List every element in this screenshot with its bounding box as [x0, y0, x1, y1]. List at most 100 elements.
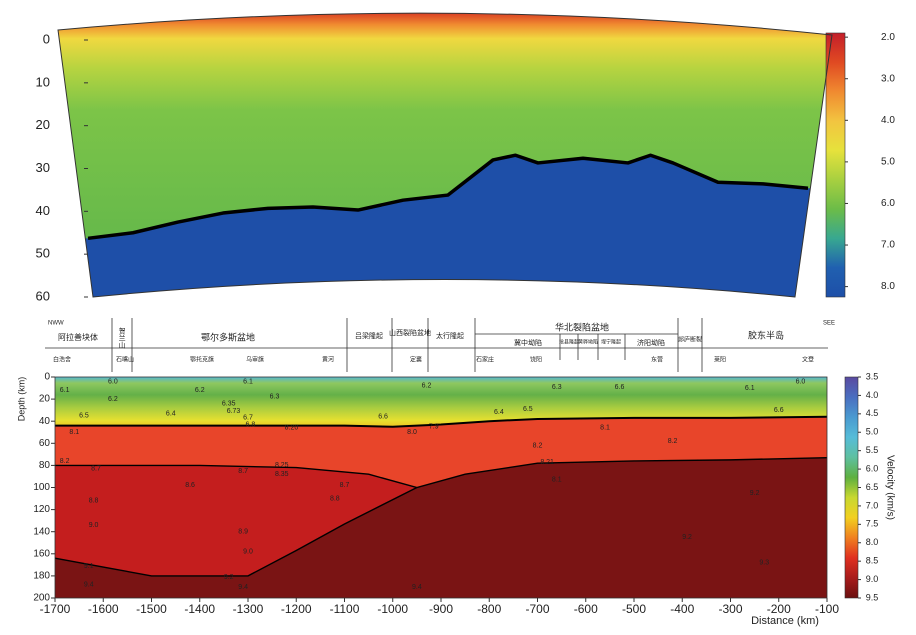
x-tick-label: -100 [815, 602, 839, 616]
contour-label: 6.0 [108, 378, 118, 385]
contour-label: 6.2 [422, 383, 432, 390]
x-tick-label: -1600 [88, 602, 119, 616]
contour-label: 8.2 [668, 438, 678, 445]
unit: 山西裂陷盆地 [389, 328, 431, 337]
moho-line [87, 153, 809, 241]
x-tick-label: -800 [477, 602, 501, 616]
colorbar-tick-label: 7.0 [866, 500, 879, 510]
colorbar-tick-label: 5.0 [866, 427, 879, 437]
station: 石嘴山 [116, 356, 134, 364]
station: 石家庄 [476, 356, 494, 364]
colorbar-tick-label: 2.0 [881, 32, 895, 43]
y-tick-label: 20 [39, 394, 51, 405]
unit: 胶东半岛 [748, 329, 784, 340]
x-tick-label: -600 [574, 602, 598, 616]
unit: 贺兰山 [118, 327, 126, 350]
boundary-line [55, 456, 827, 489]
contour-label: 6.7 [243, 415, 253, 422]
colorbar-tick-label: 4.0 [881, 115, 895, 126]
contour-label: 8.8 [89, 498, 99, 505]
x-tick-label: -1300 [233, 602, 264, 616]
contour-label: 8.25 [275, 462, 289, 469]
unit: 鄂尔多斯盆地 [201, 331, 255, 342]
unit-separators [111, 318, 703, 372]
y-tick-label: 200 [33, 593, 50, 604]
crust-fill [55, 377, 827, 427]
boundary-line [55, 415, 827, 428]
x-axis-title: Distance (km) [751, 615, 819, 627]
contour-label: 6.6 [774, 407, 784, 414]
y-tick-label: 0 [43, 31, 50, 46]
colorbar-tick-label: 8.0 [866, 537, 879, 547]
contour-label: 9.2 [750, 490, 760, 497]
contour-label: 8.0 [407, 429, 417, 436]
contour-label: 9.0 [89, 522, 99, 529]
contour-label: 9.2 [682, 534, 692, 541]
colorbar-tick-label: 9.0 [866, 574, 879, 584]
colorbar-tick-label: 6.0 [881, 198, 895, 209]
contour-label: 8.8 [330, 495, 340, 502]
colorbar-tick-label: 4.0 [866, 390, 879, 400]
station: 饶阳 [530, 356, 542, 364]
unit: 黄骅坳陷 [578, 338, 598, 345]
station: 鄂托克旗 [190, 356, 214, 364]
contour-label: 6.5 [523, 406, 533, 413]
y-axis-title: Depth (km) [16, 377, 26, 422]
y-tick-label: 10 [36, 74, 50, 89]
unit: 郯庐断裂 [678, 336, 702, 344]
contour-label: 6.6 [378, 414, 388, 421]
colorbar-tick-label: 7.5 [866, 519, 879, 529]
contour-label: 6.4 [166, 410, 176, 417]
x-tick-label: -900 [429, 602, 453, 616]
contour-label: 6.6 [615, 384, 625, 391]
contour-label: 6.2 [108, 396, 118, 403]
contour-label: 6.3 [552, 384, 562, 391]
station: 黄河 [322, 356, 334, 364]
station: 东营 [651, 356, 663, 364]
y-tick-label: 120 [33, 504, 50, 515]
contour-label: 6.8 [246, 421, 256, 428]
station: 乌审旗 [246, 356, 264, 364]
contour-label: 8.2 [60, 458, 70, 465]
x-tick-label: -1000 [377, 602, 408, 616]
colorbar-tick-label: 9.5 [866, 592, 879, 602]
colorbar-tick-label: 4.5 [866, 408, 879, 418]
y-tick-label: 40 [39, 416, 51, 427]
contour-label: 6.35 [222, 400, 236, 407]
unit: 埕宁隆起 [601, 338, 621, 345]
contour-label: 9.4 [238, 584, 248, 591]
unit: 华北裂陷盆地 [555, 321, 609, 332]
contour-label: 6.3 [270, 394, 280, 401]
contour-label: 8.1 [600, 425, 610, 432]
y-tick-label: 40 [36, 203, 50, 218]
station: 文登 [802, 356, 814, 364]
station: 白浩舍 [53, 356, 71, 364]
contour-label: 8.1 [69, 429, 79, 436]
x-tick-label: -1500 [136, 602, 167, 616]
x-tick-label: -1100 [330, 602, 360, 616]
colorbar-tick-label: 6.0 [866, 463, 879, 473]
contour-label: 8.7 [340, 482, 350, 489]
contour-label: 6.73 [227, 408, 241, 415]
contour-label: 7.9 [429, 424, 439, 431]
contour-label: 6.1 [243, 378, 253, 385]
colorbar-tick-label: 6.5 [866, 482, 879, 492]
unit: 沧县隆起 [559, 338, 579, 345]
contour-label: 9.3 [759, 559, 769, 566]
contour-label: 6.1 [745, 385, 755, 392]
direction-right: SEE [823, 321, 835, 327]
x-tick-label: -500 [622, 602, 646, 616]
boundary-line [55, 486, 418, 577]
y-tick-label: 180 [33, 571, 50, 582]
colorbar [844, 376, 859, 599]
contour-label: 8.7 [238, 468, 248, 475]
contour-label: 6.4 [494, 409, 504, 416]
colorbar-tick-label: 5.5 [866, 445, 879, 455]
contour-label: 8.9 [238, 529, 248, 536]
y-tick-label: 0 [44, 372, 50, 383]
contour-label: 9.1 [84, 563, 94, 570]
